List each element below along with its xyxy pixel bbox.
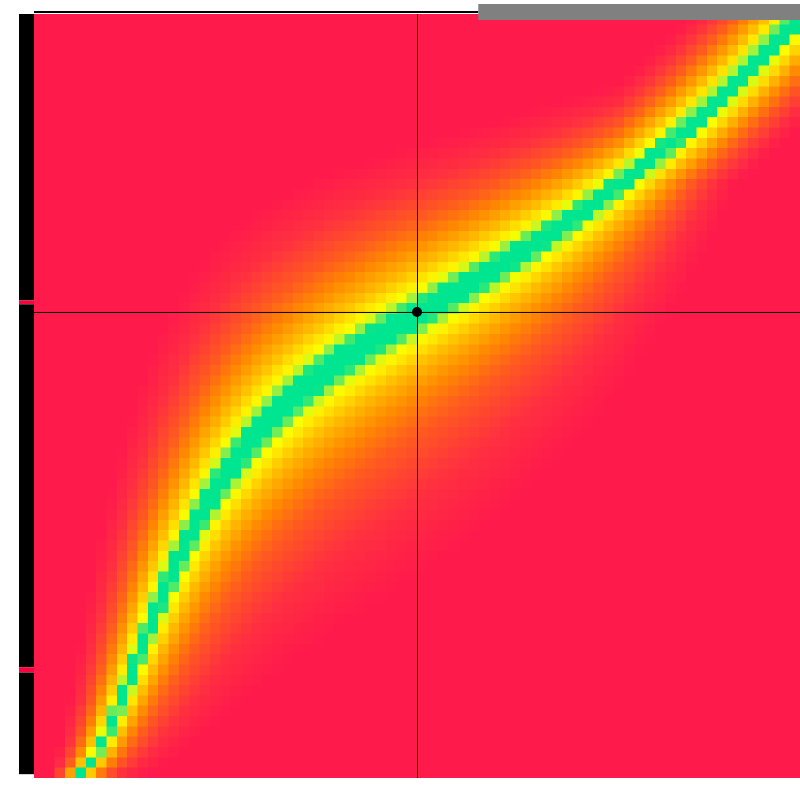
overlay-canvas — [0, 0, 800, 800]
heatmap-figure — [0, 0, 800, 800]
